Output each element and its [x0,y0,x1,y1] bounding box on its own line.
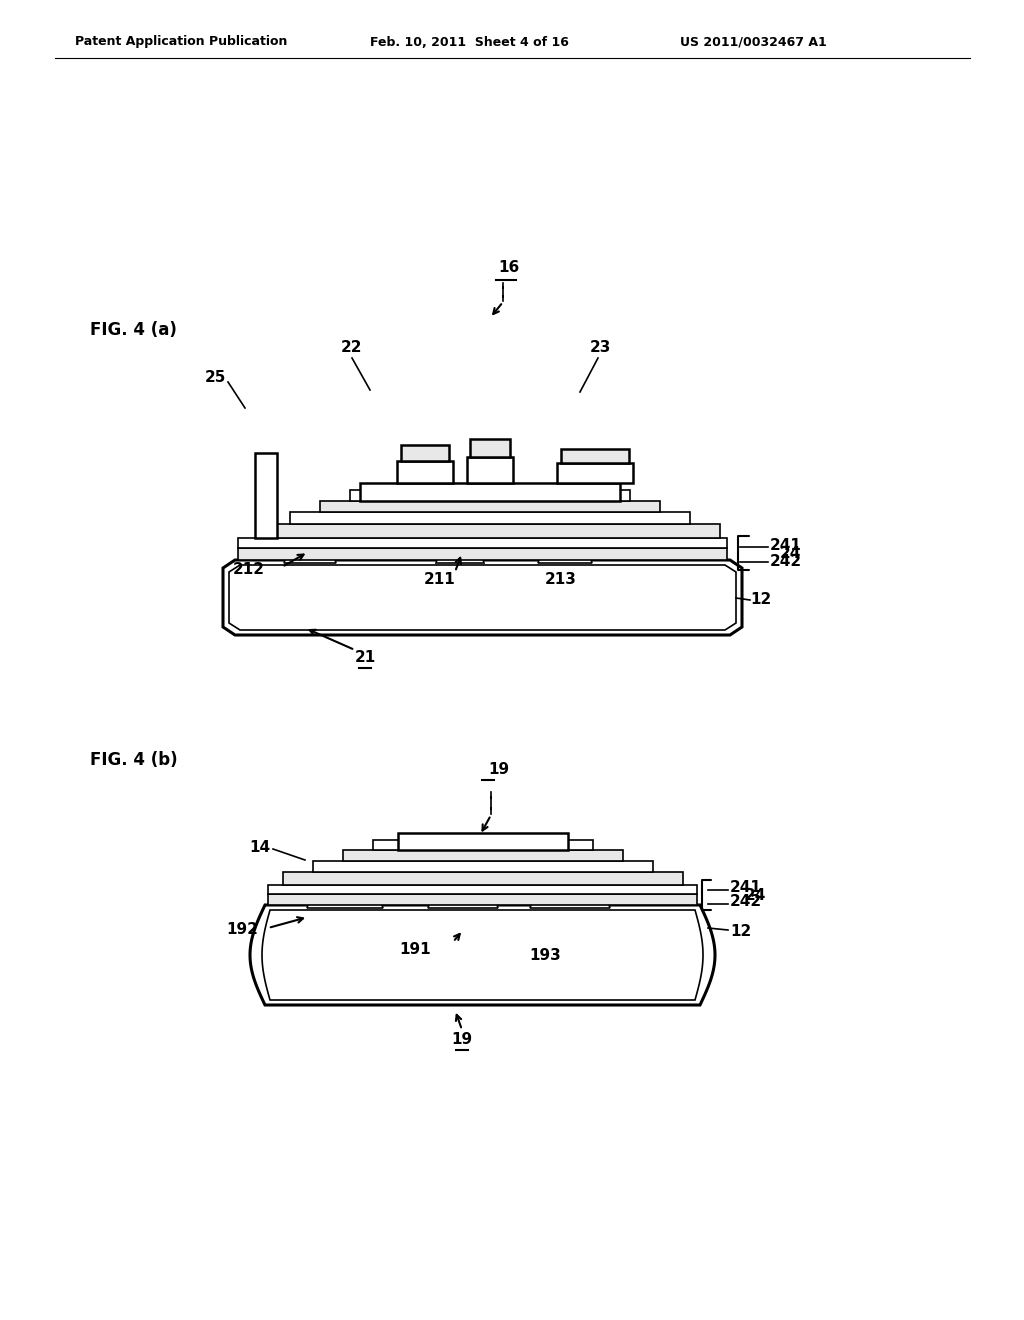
Polygon shape [436,539,484,564]
Polygon shape [313,861,653,873]
Text: 12: 12 [750,593,771,607]
Polygon shape [268,884,697,894]
Polygon shape [238,539,727,548]
Polygon shape [343,850,623,861]
Polygon shape [319,502,660,512]
Polygon shape [229,565,736,630]
Text: 19: 19 [452,1032,472,1048]
Polygon shape [290,512,690,524]
Text: 213: 213 [545,573,577,587]
Text: Patent Application Publication: Patent Application Publication [75,36,288,49]
Polygon shape [250,906,715,1005]
Polygon shape [360,483,620,502]
Text: 23: 23 [590,341,610,355]
Polygon shape [467,457,513,483]
Polygon shape [397,461,453,483]
Polygon shape [350,490,630,502]
Text: 191: 191 [399,942,431,957]
Text: 212: 212 [233,562,265,578]
Text: FIG. 4 (b): FIG. 4 (b) [90,751,177,770]
Polygon shape [262,909,703,1001]
Text: 21: 21 [354,651,376,665]
Polygon shape [373,840,593,850]
Polygon shape [260,524,720,539]
Text: 242: 242 [730,895,762,909]
Polygon shape [530,884,610,908]
Polygon shape [561,449,629,463]
Text: 241: 241 [730,880,762,895]
Polygon shape [255,453,278,539]
Polygon shape [223,560,742,635]
Polygon shape [283,873,683,884]
Text: 12: 12 [730,924,752,940]
Polygon shape [428,884,498,908]
Polygon shape [538,539,592,564]
Polygon shape [307,884,383,908]
Text: 25: 25 [205,371,225,385]
Polygon shape [238,548,727,560]
Text: 22: 22 [341,341,362,355]
Polygon shape [557,463,633,483]
Text: Feb. 10, 2011  Sheet 4 of 16: Feb. 10, 2011 Sheet 4 of 16 [370,36,569,49]
Text: 193: 193 [529,948,561,962]
Polygon shape [398,833,568,850]
Text: FIG. 4 (a): FIG. 4 (a) [90,321,177,339]
Polygon shape [470,440,510,457]
Text: 192: 192 [226,923,258,937]
Text: 242: 242 [770,554,802,569]
Polygon shape [401,445,449,461]
Polygon shape [268,894,697,906]
Text: 241: 241 [770,537,802,553]
Text: 24: 24 [744,887,766,903]
Text: 24: 24 [779,545,801,561]
Text: 19: 19 [488,763,509,777]
Polygon shape [284,539,336,564]
Text: US 2011/0032467 A1: US 2011/0032467 A1 [680,36,826,49]
Text: 14: 14 [249,841,270,855]
Text: 211: 211 [424,573,456,587]
Text: 16: 16 [498,260,519,276]
